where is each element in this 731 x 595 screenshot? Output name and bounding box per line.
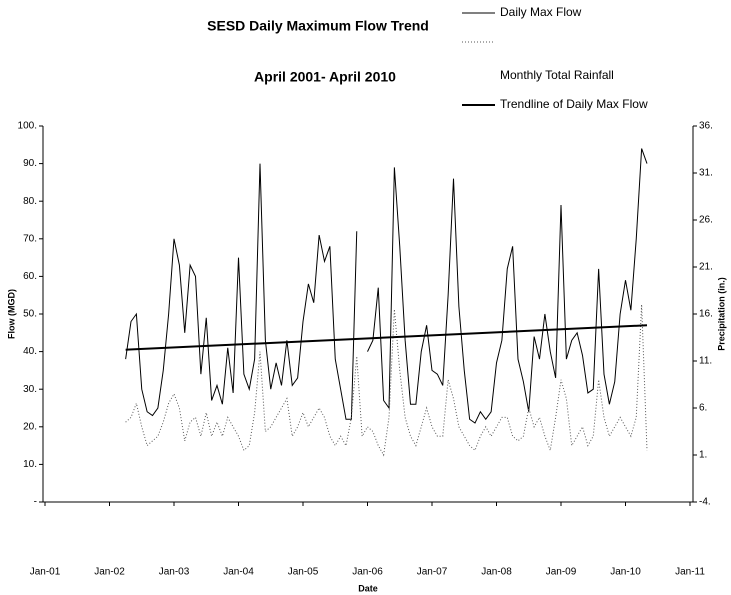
y2-tick-label: -4.	[699, 497, 711, 508]
legend-label: Daily Max Flow	[500, 5, 582, 19]
y-tick-label: 40.	[23, 346, 37, 357]
y-tick-label: 10.	[23, 459, 37, 470]
x-tick-label: Jan-05	[288, 567, 319, 578]
y2-tick-label: 31.	[699, 168, 713, 179]
y2-tick-label: 11.	[699, 356, 712, 367]
y2-tick-label: 21.	[699, 262, 713, 273]
x-tick-label: Jan-06	[352, 567, 383, 578]
series-line	[125, 304, 648, 457]
y-axis-title: Flow (MGD)	[6, 289, 16, 339]
y-tick-label: 20.	[23, 421, 37, 432]
series-line	[125, 324, 648, 351]
x-tick-label: Jan-04	[223, 567, 254, 578]
y2-tick-label: 16.	[699, 309, 713, 320]
y2-axis-title: Precipitation (in.)	[716, 277, 726, 351]
y-tick-label: 80.	[23, 196, 37, 207]
series-line	[125, 148, 648, 424]
legend-label: Trendline of Daily Max Flow	[500, 97, 648, 111]
y2-tick-label: 36.	[699, 121, 713, 132]
x-tick-label: Jan-09	[546, 567, 577, 578]
x-tick-label: Jan-02	[94, 567, 125, 578]
x-tick-label: Jan-07	[417, 567, 448, 578]
x-axis-title: Date	[358, 583, 378, 593]
chart-title: SESD Daily Maximum Flow Trend	[207, 18, 429, 34]
legend-label: Monthly Total Rainfall	[500, 68, 614, 82]
chart-subtitle: April 2001- April 2010	[254, 69, 396, 85]
y-tick-label: 100.	[18, 121, 37, 132]
y2-tick-label: 6.	[699, 403, 707, 414]
y-tick-label: 90.	[23, 158, 37, 169]
x-tick-label: Jan-10	[610, 567, 641, 578]
x-tick-label: Jan-03	[159, 567, 190, 578]
y2-tick-label: 1.	[699, 450, 707, 461]
y-tick-label: -	[34, 497, 37, 508]
y-tick-label: 50.	[23, 309, 37, 320]
x-tick-label: Jan-08	[481, 567, 512, 578]
x-tick-label: Jan-11	[675, 567, 705, 578]
y2-tick-label: 26.	[699, 215, 713, 226]
y-tick-label: 30.	[23, 384, 37, 395]
y-tick-label: 70.	[23, 233, 37, 244]
x-tick-label: Jan-01	[30, 567, 61, 578]
y-tick-label: 60.	[23, 271, 37, 282]
